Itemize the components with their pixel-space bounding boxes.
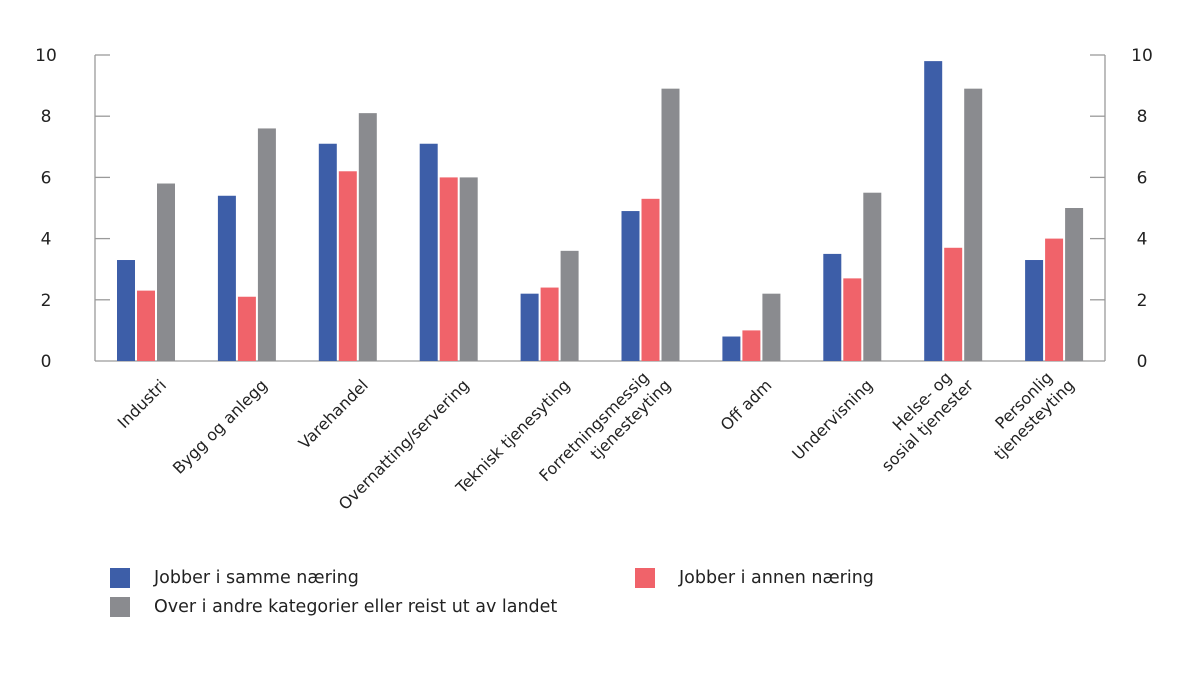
bar-other — [742, 330, 761, 361]
category-label: Bygg og anlegg — [169, 376, 271, 478]
category-label: Industri — [114, 376, 170, 432]
right-tick-label: 8 — [1137, 107, 1148, 127]
legend-swatch-gray — [110, 597, 130, 617]
bar-moved — [257, 128, 276, 361]
legend: Jobber i samme næring Jobber i annen nær… — [110, 568, 1010, 638]
bar-moved — [358, 113, 377, 361]
bar-same — [419, 143, 438, 361]
category-label-line: Bygg og anlegg — [169, 376, 271, 478]
bar-same — [722, 336, 741, 361]
legend-item-same-industry: Jobber i samme næring — [110, 568, 359, 588]
legend-label: Over i andre kategorier eller reist ut a… — [154, 597, 558, 617]
bar-other — [439, 177, 458, 361]
left-tick-label: 8 — [41, 107, 52, 127]
bar-other — [641, 198, 660, 361]
bar-same — [1025, 260, 1044, 361]
left-tick-label: 0 — [41, 352, 52, 372]
bar-same — [621, 211, 640, 361]
right-tick-label: 2 — [1137, 291, 1148, 311]
legend-label: Jobber i annen næring — [679, 568, 874, 588]
right-tick-label: 0 — [1137, 352, 1148, 372]
bar-other — [338, 171, 357, 361]
bar-moved — [560, 250, 579, 361]
bar-moved — [1065, 208, 1084, 361]
category-label: Varehandel — [295, 376, 372, 453]
category-label-line: Varehandel — [295, 376, 372, 453]
bar-same — [117, 260, 135, 361]
bar-moved — [459, 177, 478, 361]
bar-other — [137, 290, 155, 361]
axes: 0 0 2 2 4 4 6 6 8 8 10 10 — [35, 46, 1153, 372]
category-label-line: Industri — [114, 376, 170, 432]
bar-other — [944, 247, 963, 361]
category-label-line: Off adm — [717, 376, 776, 435]
left-tick-label: 2 — [41, 291, 52, 311]
bar-other — [1045, 238, 1064, 361]
bar-same — [318, 143, 337, 361]
bar-moved — [157, 183, 175, 361]
bar-other — [540, 287, 559, 361]
left-tick-label: 10 — [35, 46, 57, 66]
category-label: Undervisning — [788, 376, 876, 464]
right-tick-label: 4 — [1137, 230, 1148, 250]
bar-same — [823, 253, 842, 361]
category-label: Off adm — [717, 376, 776, 435]
bar-same — [217, 195, 236, 361]
bar-moved — [863, 192, 882, 361]
bar-same — [520, 293, 539, 361]
category-label-line: Undervisning — [788, 376, 876, 464]
bar-moved — [661, 88, 680, 361]
bars — [117, 61, 1084, 362]
bar-other — [843, 278, 862, 361]
legend-swatch-blue — [110, 568, 130, 588]
bar-same — [924, 61, 943, 362]
legend-item-other-industry: Jobber i annen næring — [635, 568, 874, 588]
right-tick-label: 10 — [1131, 46, 1153, 66]
category-label: Teknisk tjenesyting — [451, 376, 573, 498]
right-tick-label: 6 — [1137, 168, 1148, 188]
bar-moved — [964, 88, 983, 361]
left-tick-label: 6 — [41, 168, 52, 188]
legend-swatch-red — [635, 568, 655, 588]
legend-item-other-categories: Over i andre kategorier eller reist ut a… — [110, 597, 557, 617]
left-tick-label: 4 — [41, 230, 52, 250]
bar-moved — [762, 293, 781, 361]
legend-label: Jobber i samme næring — [154, 568, 359, 588]
category-label-line: Teknisk tjenesyting — [451, 376, 573, 498]
bar-other — [237, 296, 256, 361]
